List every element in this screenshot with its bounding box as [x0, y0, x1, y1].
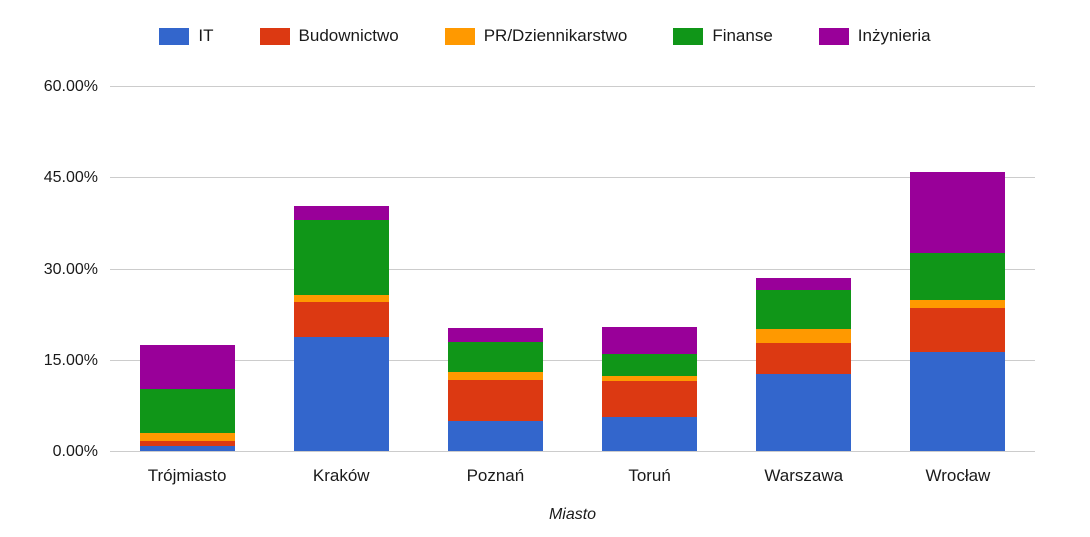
gridline — [110, 177, 1035, 179]
y-tick-label: 30.00% — [43, 260, 98, 278]
bar-segment-pr/dziennikarstwo[interactable] — [602, 376, 698, 382]
bar-segment-finanse[interactable] — [910, 253, 1006, 301]
x-tick-label: Toruń — [628, 466, 671, 485]
plot-area — [110, 86, 1035, 452]
bar-segment-inżynieria[interactable] — [293, 205, 389, 220]
legend-label: IT — [198, 26, 214, 45]
bar-segment-finanse[interactable] — [602, 354, 698, 377]
bar-kraków[interactable] — [293, 205, 389, 451]
bar-segment-budownictwo[interactable] — [293, 301, 389, 337]
bar-segment-it[interactable] — [602, 416, 698, 451]
bar-segment-inżynieria[interactable] — [447, 327, 543, 342]
bar-segment-pr/dziennikarstwo[interactable] — [139, 433, 235, 441]
x-tick-label: Kraków — [312, 466, 370, 485]
legend-item: Inżynieria — [818, 26, 931, 46]
legend-label: Inżynieria — [857, 26, 931, 45]
legend-item: Finanse — [673, 26, 773, 46]
bar-segment-finanse[interactable] — [139, 388, 235, 434]
bar-segment-budownictwo[interactable] — [910, 308, 1006, 352]
bar-segment-finanse[interactable] — [756, 289, 852, 330]
legend-swatch-icon — [673, 27, 704, 45]
bar-segment-inżynieria[interactable] — [139, 344, 235, 389]
bar-segment-finanse[interactable] — [447, 341, 543, 372]
legend-label: Budownictwo — [298, 26, 399, 45]
y-tick-label: 45.00% — [43, 169, 98, 187]
bar-segment-pr/dziennikarstwo[interactable] — [756, 329, 852, 343]
bar-poznań[interactable] — [447, 327, 543, 451]
x-tick-label: Wrocław — [925, 466, 991, 485]
gridline — [110, 268, 1035, 270]
bar-wrocław[interactable] — [910, 171, 1006, 451]
bar-segment-it[interactable] — [756, 373, 852, 451]
bar-segment-pr/dziennikarstwo[interactable] — [447, 371, 543, 380]
bar-trójmiasto[interactable] — [139, 344, 235, 451]
bar-segment-budownictwo[interactable] — [602, 381, 698, 417]
gridline — [110, 359, 1035, 361]
bar-segment-it[interactable] — [293, 336, 389, 451]
bar-segment-inżynieria[interactable] — [602, 326, 698, 355]
x-tick-label: Poznań — [466, 466, 525, 485]
legend-swatch-icon — [259, 27, 290, 45]
gridline — [110, 86, 1035, 87]
legend-swatch-icon — [444, 27, 475, 45]
bar-segment-finanse[interactable] — [293, 219, 389, 296]
y-tick-label: 0.00% — [52, 443, 98, 460]
legend-item: Budownictwo — [259, 26, 399, 46]
x-axis-title: Miasto — [548, 506, 597, 523]
bar-warszawa[interactable] — [756, 277, 852, 451]
legend-item: IT — [159, 26, 214, 46]
bar-segment-budownictwo[interactable] — [756, 342, 852, 374]
x-tick-label: Warszawa — [764, 466, 844, 485]
x-tick-label: Trójmiasto — [147, 466, 227, 485]
bar-segment-budownictwo[interactable] — [139, 440, 235, 447]
legend: IT Budownictwo PR/Dziennikarstwo Finanse Inż… — [0, 26, 1090, 46]
bar-segment-inżynieria[interactable] — [910, 171, 1006, 254]
bar-toruń[interactable] — [602, 326, 698, 451]
legend-label: PR/Dziennikarstwo — [483, 26, 628, 45]
bar-segment-it[interactable] — [910, 351, 1006, 451]
bar-segment-budownictwo[interactable] — [447, 379, 543, 421]
bar-segment-pr/dziennikarstwo[interactable] — [293, 295, 389, 302]
bar-segment-it[interactable] — [447, 420, 543, 451]
gridline — [110, 451, 1035, 452]
bar-segment-pr/dziennikarstwo[interactable] — [910, 300, 1006, 309]
y-tick-label: 15.00% — [43, 351, 98, 369]
bar-segment-it[interactable] — [139, 446, 235, 451]
y-tick-label: 60.00% — [43, 78, 98, 95]
legend-swatch-icon — [818, 27, 849, 45]
legend-label: Finanse — [712, 26, 773, 45]
bar-segment-inżynieria[interactable] — [756, 277, 852, 290]
legend-item: PR/Dziennikarstwo — [444, 26, 628, 46]
legend-swatch-icon — [159, 27, 190, 45]
